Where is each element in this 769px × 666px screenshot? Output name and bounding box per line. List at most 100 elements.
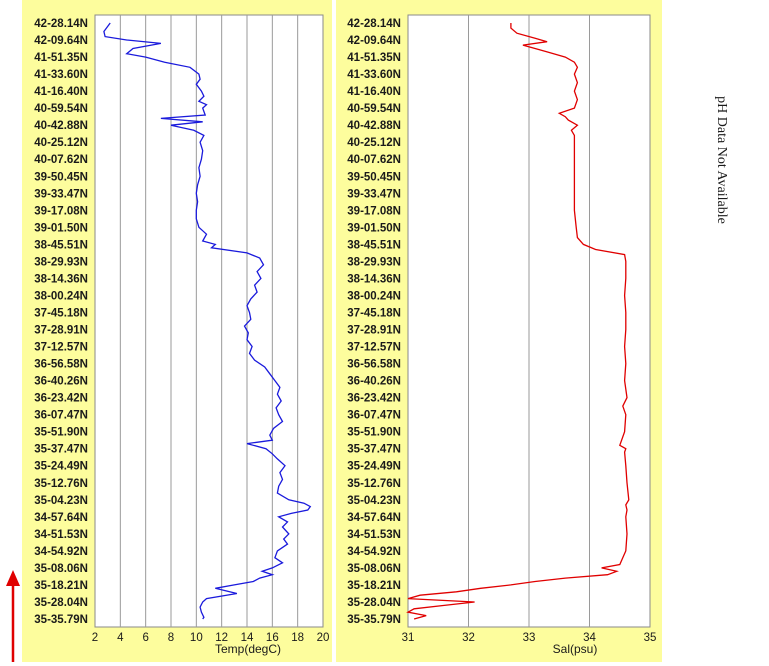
latitude-tick-label: 35-28.04N	[347, 597, 401, 609]
latitude-tick-label: 35-12.76N	[34, 478, 88, 490]
latitude-tick-label: 35-51.90N	[34, 427, 88, 439]
latitude-tick-label: 35-12.76N	[347, 478, 401, 490]
salinity-panel: 42-28.14N 42-09.64N 41-51.35N 41-33.60N 41-1…	[336, 0, 662, 662]
temperature-series-line	[103, 22, 312, 620]
latitude-tick-label: 40-25.12N	[347, 137, 401, 149]
x-tick-label: 10	[190, 632, 203, 644]
latitude-tick-label: 36-23.42N	[34, 393, 88, 405]
ph-unavailable-note: pH Data Not Available	[714, 96, 729, 224]
latitude-tick-label: 38-45.51N	[34, 239, 88, 251]
latitude-tick-label: 35-51.90N	[347, 427, 401, 439]
latitude-tick-label: 41-51.35N	[347, 52, 401, 64]
latitude-tick-label: 40-07.62N	[347, 154, 401, 166]
temperature-panel: 42-28.14N 42-09.64N 41-51.35N 41-33.60N 41-1…	[22, 0, 332, 662]
x-tick-label: 8	[168, 632, 174, 644]
latitude-tick-label: 40-07.62N	[34, 154, 88, 166]
latitude-tick-label: 35-24.49N	[34, 461, 88, 473]
latitude-tick-label: 34-54.92N	[347, 546, 401, 558]
x-tick-label: 32	[462, 632, 475, 644]
temperature-plot-area	[94, 14, 324, 628]
latitude-tick-label: 36-07.47N	[34, 410, 88, 422]
x-tick-label: 20	[317, 632, 330, 644]
latitude-tick-label: 40-42.88N	[347, 120, 401, 132]
latitude-tick-label: 38-29.93N	[34, 256, 88, 268]
latitude-tick-label: 38-00.24N	[347, 290, 401, 302]
latitude-tick-label: 35-08.06N	[34, 563, 88, 575]
temperature-x-tick-labels: 2 4 6 8 10 12 14 16 18 20	[92, 632, 330, 644]
latitude-tick-label: 35-04.23N	[347, 495, 401, 507]
latitude-tick-label: 41-51.35N	[34, 52, 88, 64]
latitude-tick-label: 42-09.64N	[347, 35, 401, 47]
latitude-tick-label: 35-37.47N	[34, 444, 88, 456]
x-tick-label: 6	[142, 632, 148, 644]
latitude-tick-label: 39-33.47N	[347, 188, 401, 200]
salinity-grid	[468, 15, 590, 627]
latitude-tick-label: 41-16.40N	[34, 86, 88, 98]
latitude-tick-label: 39-33.47N	[34, 188, 88, 200]
latitude-tick-label: 35-37.47N	[347, 444, 401, 456]
latitude-tick-label: 35-18.21N	[347, 580, 401, 592]
latitude-tick-label: 38-00.24N	[34, 290, 88, 302]
latitude-tick-label: 35-24.49N	[347, 461, 401, 473]
latitude-tick-label: 34-54.92N	[34, 546, 88, 558]
latitude-tick-label: 36-40.26N	[34, 376, 88, 388]
latitude-tick-label: 37-45.18N	[34, 307, 88, 319]
latitude-tick-label: 37-12.57N	[34, 342, 88, 354]
latitude-tick-label: 39-50.45N	[347, 171, 401, 183]
latitude-tick-label: 37-28.91N	[347, 325, 401, 337]
salinity-x-tick-labels: 31 32 33 34 35	[402, 632, 657, 644]
latitude-tick-label: 41-33.60N	[34, 69, 88, 81]
latitude-tick-label: 34-57.64N	[34, 512, 88, 524]
latitude-tick-label: 36-23.42N	[347, 393, 401, 405]
latitude-tick-label: 35-04.23N	[34, 495, 88, 507]
x-tick-label: 34	[583, 632, 596, 644]
latitude-tick-label: 37-28.91N	[34, 325, 88, 337]
latitude-tick-label: 40-59.54N	[34, 103, 88, 115]
latitude-tick-label: 36-40.26N	[347, 376, 401, 388]
salinity-x-axis-title: Sal(psu)	[553, 642, 598, 656]
latitude-tick-label: 36-07.47N	[347, 410, 401, 422]
temperature-latitude-labels: 42-28.14N 42-09.64N 41-51.35N 41-33.60N 41-1…	[34, 18, 88, 626]
latitude-tick-label: 39-17.08N	[347, 205, 401, 217]
x-tick-label: 2	[92, 632, 98, 644]
latitude-tick-label: 37-12.57N	[347, 342, 401, 354]
x-tick-label: 4	[117, 632, 124, 644]
latitude-tick-label: 37-45.18N	[347, 307, 401, 319]
x-tick-label: 14	[241, 632, 254, 644]
x-tick-label: 16	[266, 632, 279, 644]
latitude-tick-label: 34-51.53N	[34, 529, 88, 541]
latitude-tick-label: 38-29.93N	[347, 256, 401, 268]
latitude-tick-label: 35-35.79N	[347, 614, 401, 626]
latitude-tick-label: 35-28.04N	[34, 597, 88, 609]
latitude-tick-label: 35-18.21N	[34, 580, 88, 592]
x-tick-label: 33	[523, 632, 536, 644]
latitude-tick-label: 38-14.36N	[347, 273, 401, 285]
latitude-tick-label: 41-33.60N	[347, 69, 401, 81]
latitude-tick-label: 34-57.64N	[347, 512, 401, 524]
latitude-tick-label: 39-50.45N	[34, 171, 88, 183]
latitude-tick-label: 36-56.58N	[347, 359, 401, 371]
latitude-tick-label: 38-14.36N	[34, 273, 88, 285]
latitude-tick-label: 36-56.58N	[34, 359, 88, 371]
latitude-tick-label: 40-25.12N	[34, 137, 88, 149]
latitude-tick-label: 41-16.40N	[347, 86, 401, 98]
latitude-tick-label: 34-51.53N	[347, 529, 401, 541]
salinity-latitude-labels: 42-28.14N 42-09.64N 41-51.35N 41-33.60N 41-1…	[347, 18, 401, 626]
latitude-tick-label: 39-17.08N	[34, 205, 88, 217]
latitude-tick-label: 35-35.79N	[34, 614, 88, 626]
temperature-x-axis-title: Temp(degC)	[215, 642, 281, 656]
x-tick-label: 31	[402, 632, 415, 644]
x-tick-label: 18	[291, 632, 304, 644]
latitude-tick-label: 35-08.06N	[347, 563, 401, 575]
salinity-series-line	[406, 23, 630, 620]
latitude-tick-label: 40-59.54N	[347, 103, 401, 115]
latitude-tick-label: 42-28.14N	[34, 18, 88, 30]
latitude-tick-label: 40-42.88N	[34, 120, 88, 132]
latitude-tick-label: 39-01.50N	[34, 222, 88, 234]
direction-arrow-icon	[6, 570, 20, 662]
latitude-tick-label: 39-01.50N	[347, 222, 401, 234]
latitude-tick-label: 42-28.14N	[347, 18, 401, 30]
latitude-tick-label: 42-09.64N	[34, 35, 88, 47]
x-tick-label: 35	[644, 632, 657, 644]
